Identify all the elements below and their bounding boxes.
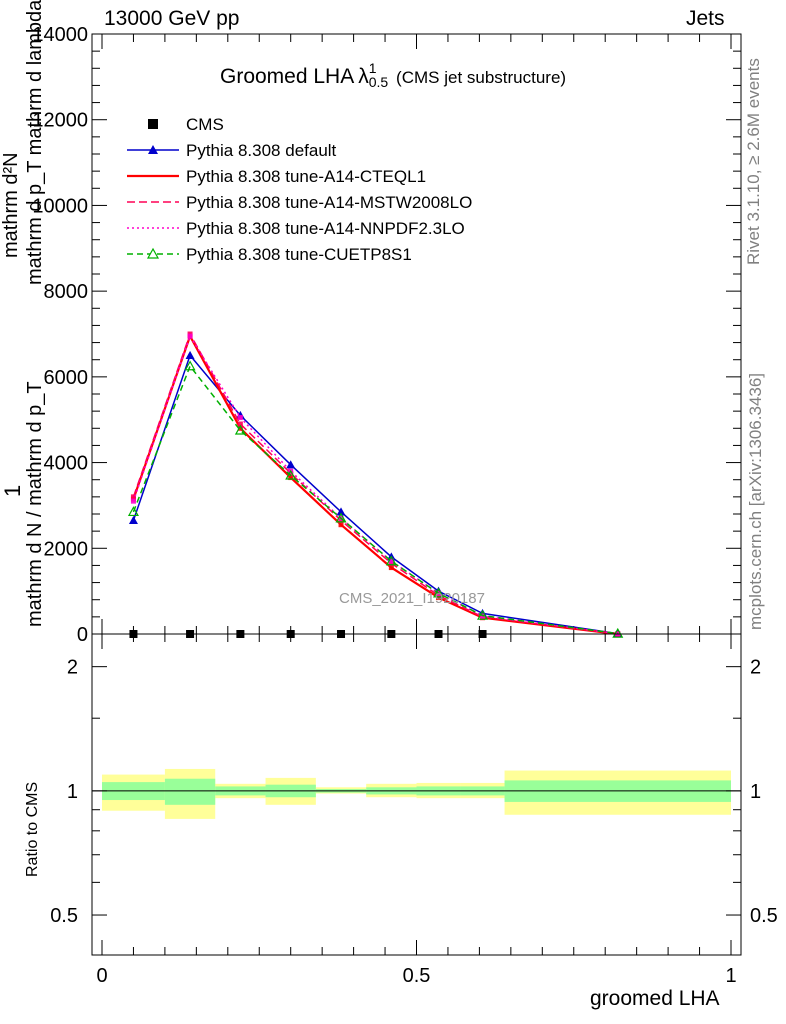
legend-label: Pythia 8.308 tune-A14-MSTW2008LO (186, 193, 472, 212)
series-marker (130, 498, 136, 504)
ylabel-subfactor: mathrm d N / mathrm d p_T (24, 381, 46, 627)
ratio-y-tick-label: 1 (67, 781, 78, 803)
y-tick-label: 12000 (32, 110, 88, 132)
series-marker (184, 360, 196, 371)
y-tick-label: 6000 (44, 367, 89, 389)
series-line (132, 364, 618, 635)
x-tick-label: 1 (725, 965, 736, 987)
legend-entry: Pythia 8.308 default (127, 141, 337, 160)
ratio-y-tick-label-right: 0.5 (750, 905, 778, 927)
chart-title-sup: 1 (368, 60, 377, 76)
ylabel-denominator: mathrm d p_T mathrm d lambda (24, 0, 46, 285)
y-tick-label: 14000 (32, 24, 88, 46)
chart-title: Groomed LHA λ 1 0.5 (CMS jet substructure) (220, 61, 567, 93)
legend-entry: Pythia 8.308 tune-A14-MSTW2008LO (127, 193, 472, 212)
ratio-y-tick-label: 2 (67, 657, 78, 679)
series-marker (612, 627, 624, 638)
series-marker (237, 421, 243, 427)
series-marker (388, 565, 394, 571)
series-marker (234, 424, 246, 435)
y-tick-label: 8000 (44, 281, 89, 303)
series-marker (285, 469, 297, 480)
series-marker (187, 333, 193, 339)
series-marker (237, 425, 243, 431)
legend-entry: Pythia 8.308 tune-A14-NNPDF2.3LO (127, 219, 465, 238)
series-marker (288, 475, 294, 481)
series-marker (477, 609, 489, 620)
chart-title-note: (CMS jet substructure) (396, 68, 567, 87)
ratio-panel: 0 0.5 1 0.5 0.5 1 1 2 2 (50, 633, 778, 987)
chart-title-symbol: λ (358, 65, 369, 88)
y-tick-label: 4000 (44, 453, 89, 475)
watermark: CMS_2021_I1920187 (339, 590, 485, 607)
series-marker (286, 460, 296, 469)
series-line (132, 332, 618, 635)
rivet-label: Rivet 3.1.10, ≥ 2.6M events (744, 58, 763, 265)
mcplots-label: mcplots.cern.ch [arXiv:1306.3436] (746, 372, 765, 630)
series-line (132, 334, 618, 635)
xlabel: groomed LHA (590, 987, 720, 1010)
chart-title-text: Groomed LHA (220, 65, 355, 88)
legend-label: Pythia 8.308 default (186, 141, 337, 160)
legend-label: Pythia 8.308 tune-A14-NNPDF2.3LO (186, 219, 465, 238)
legend-entry: Pythia 8.308 tune-A14-CTEQL1 (127, 167, 426, 186)
ratio-stat-band (164, 778, 216, 805)
ratio-ylabel: Ratio to CMS (24, 781, 41, 877)
series-marker (130, 494, 136, 500)
ylabel-numerator: mathrm d²N (0, 152, 22, 258)
series-marker (127, 506, 139, 517)
ratio-y-tick-label-right: 2 (750, 657, 761, 679)
legend-entry: Pythia 8.308 tune-CUETP8S1 (127, 245, 412, 264)
series-marker (432, 587, 445, 598)
series-marker (336, 507, 346, 516)
legend-entry: CMS (148, 115, 224, 134)
series-marker (237, 415, 243, 421)
series-marker (128, 515, 138, 525)
legend-label: CMS (186, 115, 224, 134)
series-marker (385, 555, 397, 566)
x-tick-label: 0.5 (403, 965, 431, 987)
legend-label: Pythia 8.308 tune-CUETP8S1 (186, 245, 412, 264)
ratio-y-tick-label-right: 1 (750, 781, 761, 803)
main-panel: 0 2000 4000 6000 8000 10000 12000 14000 CMS Pythi… (32, 24, 742, 646)
y-tick-label: 10000 (32, 195, 88, 217)
chart-title-sub: 0.5 (368, 74, 389, 90)
energy-label: 13000 GeV pp (104, 7, 240, 30)
series-marker (338, 522, 344, 528)
series-marker (185, 350, 195, 360)
legend-marker (148, 145, 158, 154)
y-tick-label: 2000 (44, 538, 89, 560)
category-label: Jets (686, 7, 725, 30)
x-tick-label: 0 (96, 965, 107, 987)
legend-marker (146, 247, 160, 259)
series-pythia-8-308-tune-cuetp8s1 (127, 360, 624, 638)
y-tick-label: 0 (77, 624, 88, 646)
series-marker (335, 512, 347, 523)
legend-label: Pythia 8.308 tune-A14-CTEQL1 (186, 167, 426, 186)
ratio-y-tick-label: 0.5 (50, 905, 78, 927)
ylabel-prefactor: 1 (0, 484, 25, 497)
series-marker (388, 558, 394, 564)
legend-swatch (148, 119, 158, 129)
